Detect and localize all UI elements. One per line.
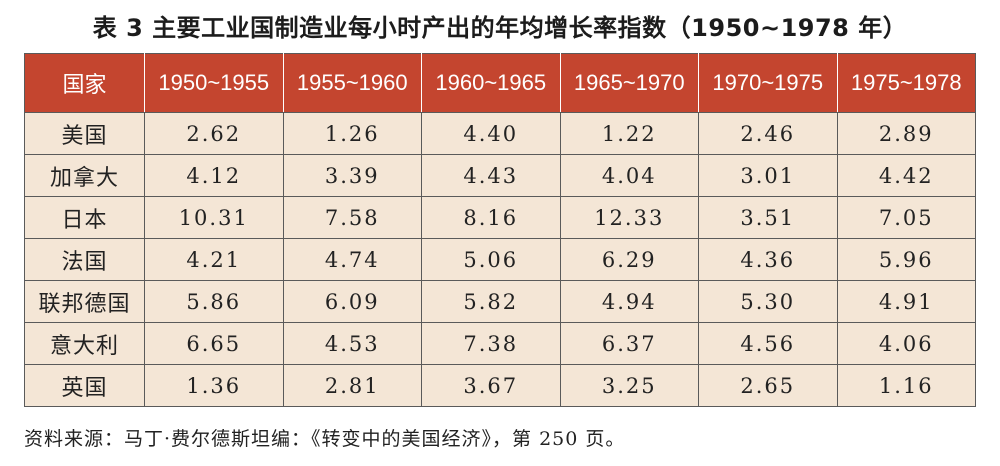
column-header-period: 1975~1978 bbox=[836, 53, 976, 113]
table-cell: 3.01 bbox=[698, 154, 838, 197]
table-row: 意大利 6.65 4.53 7.38 6.37 4.56 4.06 bbox=[24, 322, 976, 365]
table-cell: 4.56 bbox=[698, 322, 838, 365]
row-country-label: 意大利 bbox=[24, 322, 145, 365]
table-cell: 7.05 bbox=[836, 196, 976, 239]
column-header-period: 1970~1975 bbox=[698, 53, 838, 113]
source-note: 资料来源：马丁·费尔德斯坦编：《转变中的美国经济》，第 250 页。 bbox=[24, 428, 626, 450]
table-cell: 7.58 bbox=[282, 196, 422, 239]
table-cell: 6.09 bbox=[282, 280, 422, 323]
growth-rate-table: 国家 1950~1955 1955~1960 1960~1965 1965~1970 19… bbox=[24, 53, 976, 407]
table-cell: 4.04 bbox=[559, 154, 699, 197]
table-cell: 2.89 bbox=[836, 112, 976, 155]
table-cell: 3.67 bbox=[421, 364, 561, 407]
table-cell: 1.22 bbox=[559, 112, 699, 155]
table-cell: 4.43 bbox=[421, 154, 561, 197]
table-cell: 1.26 bbox=[282, 112, 422, 155]
table-cell: 4.53 bbox=[282, 322, 422, 365]
row-country-label: 美国 bbox=[24, 112, 145, 155]
table-cell: 1.36 bbox=[144, 364, 284, 407]
table-row: 法国 4.21 4.74 5.06 6.29 4.36 5.96 bbox=[24, 238, 976, 281]
column-header-period: 1965~1970 bbox=[559, 53, 699, 113]
table-cell: 1.16 bbox=[836, 364, 976, 407]
table-cell: 2.65 bbox=[698, 364, 838, 407]
row-country-label: 法国 bbox=[24, 238, 145, 281]
table-cell: 7.38 bbox=[421, 322, 561, 365]
column-header-period: 1950~1955 bbox=[144, 53, 284, 113]
table-cell: 10.31 bbox=[144, 196, 284, 239]
row-country-label: 加拿大 bbox=[24, 154, 145, 197]
column-header-country: 国家 bbox=[24, 53, 145, 113]
table-cell: 4.42 bbox=[836, 154, 976, 197]
table-cell: 6.37 bbox=[559, 322, 699, 365]
table-cell: 4.21 bbox=[144, 238, 284, 281]
table-cell: 4.94 bbox=[559, 280, 699, 323]
table-cell: 5.96 bbox=[836, 238, 976, 281]
row-country-label: 英国 bbox=[24, 364, 145, 407]
row-country-label: 日本 bbox=[24, 196, 145, 239]
table-row: 英国 1.36 2.81 3.67 3.25 2.65 1.16 bbox=[24, 364, 976, 407]
table-title: 表 3 主要工业国制造业每小时产出的年均增长率指数（1950~1978 年） bbox=[92, 14, 908, 42]
table-cell: 4.06 bbox=[836, 322, 976, 365]
table-cell: 4.12 bbox=[144, 154, 284, 197]
table-cell: 5.30 bbox=[698, 280, 838, 323]
table-cell: 4.40 bbox=[421, 112, 561, 155]
table-cell: 3.51 bbox=[698, 196, 838, 239]
table-cell: 3.25 bbox=[559, 364, 699, 407]
header-row: 国家 1950~1955 1955~1960 1960~1965 1965~1970 19… bbox=[24, 53, 976, 113]
table-cell: 6.65 bbox=[144, 322, 284, 365]
table-cell: 5.82 bbox=[421, 280, 561, 323]
table-row: 日本 10.31 7.58 8.16 12.33 3.51 7.05 bbox=[24, 196, 976, 239]
table-body: 美国 2.62 1.26 4.40 1.22 2.46 2.89 加拿大 4.12 3.39 4.4… bbox=[24, 112, 976, 407]
table-row: 美国 2.62 1.26 4.40 1.22 2.46 2.89 bbox=[24, 112, 976, 155]
table-cell: 6.29 bbox=[559, 238, 699, 281]
table-cell: 4.74 bbox=[282, 238, 422, 281]
column-header-period: 1960~1965 bbox=[421, 53, 561, 113]
table-cell: 3.39 bbox=[282, 154, 422, 197]
table-cell: 2.81 bbox=[282, 364, 422, 407]
table-cell: 8.16 bbox=[421, 196, 561, 239]
table-cell: 12.33 bbox=[559, 196, 699, 239]
table-cell: 4.91 bbox=[836, 280, 976, 323]
table-cell: 4.36 bbox=[698, 238, 838, 281]
table-cell: 2.46 bbox=[698, 112, 838, 155]
table-cell: 5.06 bbox=[421, 238, 561, 281]
table-cell: 5.86 bbox=[144, 280, 284, 323]
table-cell: 2.62 bbox=[144, 112, 284, 155]
column-header-period: 1955~1960 bbox=[282, 53, 422, 113]
row-country-label: 联邦德国 bbox=[24, 280, 145, 323]
table-row: 联邦德国 5.86 6.09 5.82 4.94 5.30 4.91 bbox=[24, 280, 976, 323]
table-row: 加拿大 4.12 3.39 4.43 4.04 3.01 4.42 bbox=[24, 154, 976, 197]
